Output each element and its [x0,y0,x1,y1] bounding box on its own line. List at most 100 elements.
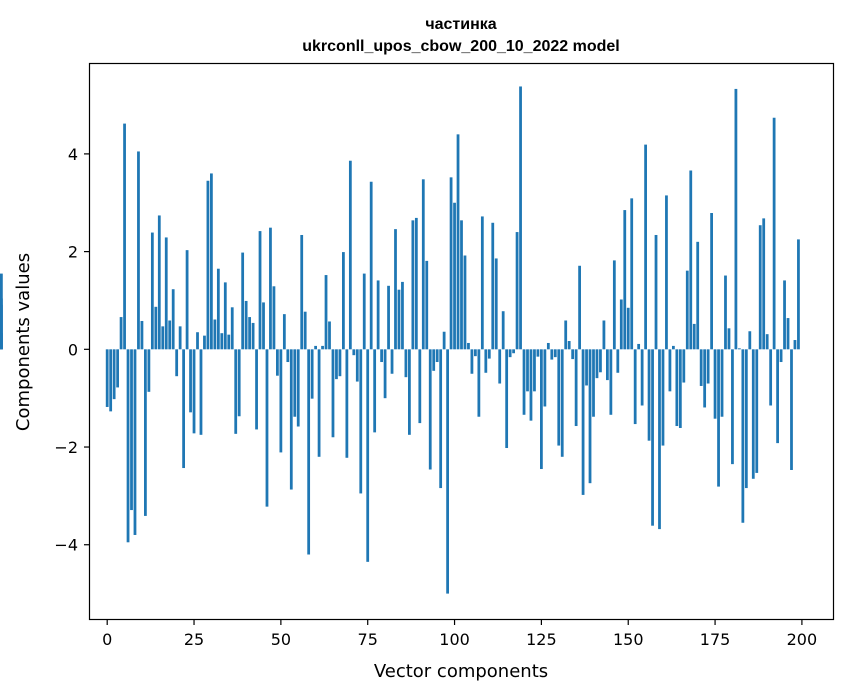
bar [682,349,686,383]
bar [210,173,213,350]
bar [376,280,380,350]
x-tick-label: 200 [787,630,818,649]
x-tick-label: 100 [439,630,470,649]
bar [331,349,335,438]
bar [699,349,703,386]
bar [133,349,137,535]
bar [626,307,630,350]
x-tick-label: 75 [358,630,378,649]
bar [474,349,477,357]
bar [137,151,140,350]
bar [578,265,581,350]
bar [157,215,161,350]
bar [446,349,449,594]
bar [588,349,592,484]
bar [126,349,130,543]
bar [408,349,411,435]
x-tick-label: 0 [102,630,112,649]
bar [546,342,550,350]
bar [498,349,502,384]
bar [602,320,606,350]
bar [567,341,571,350]
bar [491,222,495,350]
bar [418,349,422,424]
bar [387,285,390,350]
bar [640,349,644,406]
bar [797,239,800,350]
plot-area-frame [88,62,835,621]
bar [105,349,109,407]
bar [199,349,203,435]
bar [269,227,272,350]
bar [0,298,3,350]
bar [161,326,165,350]
bar [672,345,675,350]
bar [592,349,595,417]
bar [505,349,509,449]
bar [244,300,248,350]
bar [414,217,418,350]
bar [744,349,748,489]
bar [314,345,317,350]
bar [751,349,755,479]
bar [189,349,192,413]
bar [463,255,467,350]
bar [390,349,394,374]
x-axis-label: Vector components [374,661,548,682]
bar [550,349,554,360]
bar [633,349,637,425]
bar [265,349,269,507]
bar [616,349,620,373]
bar [348,160,352,350]
bar [678,349,682,428]
bar [345,349,349,458]
bar [651,349,654,526]
bar [383,349,387,399]
bar [494,258,498,350]
bar [338,349,342,377]
bar [661,349,665,446]
bar [585,349,588,386]
bar [203,335,206,350]
bar [783,280,786,350]
bar [373,349,377,433]
bar [303,311,307,350]
bar [741,349,745,523]
bar [154,306,158,350]
bar-series [0,86,800,594]
bar [467,342,470,350]
bar [147,349,151,392]
bar [342,252,345,350]
bar [352,349,356,356]
bar [456,134,460,350]
bar [234,349,238,434]
bar [401,281,404,350]
bar [762,218,766,350]
bar [512,349,515,354]
bar [731,349,734,465]
y-tick-label: −4 [54,536,78,555]
bar [724,275,727,350]
bar [282,314,286,350]
bar [112,349,116,400]
bar [453,202,456,350]
bar [116,349,120,388]
x-axis: 0 25 50 75 100 125 150 175 200 [102,619,817,649]
y-tick-label: 0 [68,340,78,359]
bar [196,332,199,350]
bar [606,349,609,381]
bar [335,349,338,380]
bar [411,220,415,350]
bar [369,181,373,350]
bar [772,117,776,350]
bar [123,123,126,350]
bar [192,349,196,434]
bar [692,323,696,350]
bar [529,349,533,421]
bar [515,232,519,350]
bar [790,349,793,470]
bar [321,345,324,350]
bar [696,241,700,350]
bar [397,289,401,350]
